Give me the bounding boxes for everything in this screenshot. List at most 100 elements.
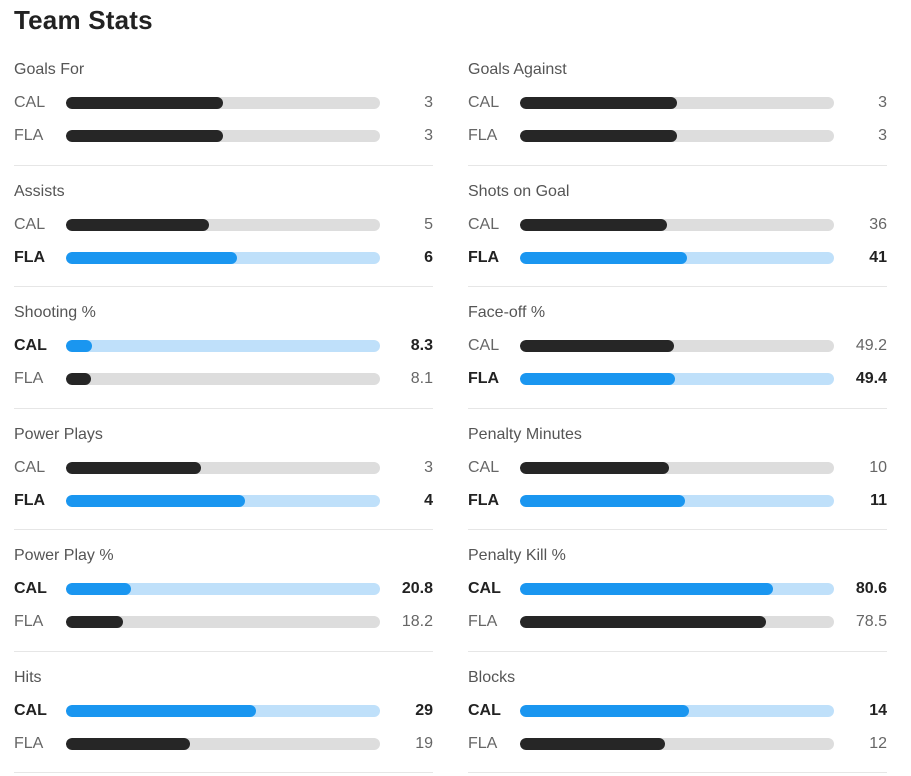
team-value: 3: [424, 127, 433, 144]
stat-block: Hits CAL 29 FLA 19: [14, 652, 433, 773]
stat-bar-track: [66, 616, 380, 628]
stat-bar-track: [520, 583, 834, 595]
team-row: CAL 8.3: [14, 336, 433, 356]
team-abbr: FLA: [468, 613, 498, 630]
stat-block: Shooting % CAL 8.3 FLA 8.1: [14, 287, 433, 409]
stat-bar-fill: [66, 583, 132, 595]
team-abbr: FLA: [468, 734, 498, 752]
team-row: CAL 5: [14, 215, 433, 235]
team-row: CAL 29: [14, 701, 433, 721]
stat-label: Goals For: [14, 61, 85, 78]
stat-block: Goals For CAL 3 FLA 3: [14, 44, 433, 166]
team-row: CAL 10: [468, 458, 887, 478]
team-value: 80.6: [855, 580, 887, 597]
stat-bar-fill: [520, 97, 677, 109]
stat-bar-fill: [520, 737, 666, 750]
team-row: CAL 36: [468, 215, 887, 235]
team-value: 14: [869, 701, 887, 719]
team-value: 6: [424, 248, 433, 266]
team-abbr: FLA: [14, 127, 44, 144]
team-value: 78.5: [855, 613, 887, 630]
stat-bar-track: [66, 583, 380, 595]
stat-bar-track: [520, 97, 834, 109]
team-abbr: CAL: [468, 94, 500, 111]
stats-grid: Goals For CAL 3 FLA 3 Goals Against CAL 3 FLA 3 As…: [14, 44, 887, 773]
team-value: 29: [415, 701, 433, 719]
stat-bar-fill: [520, 461, 670, 474]
stat-bar-fill: [520, 340, 675, 352]
stat-label: Hits: [14, 668, 42, 686]
stat-bar-fill: [520, 494, 685, 507]
team-value: 49.2: [855, 337, 887, 354]
stat-bar-track: [66, 97, 380, 109]
stat-label: Assists: [14, 182, 65, 200]
team-abbr: FLA: [14, 248, 46, 266]
stat-bar-track: [520, 704, 834, 717]
team-row: FLA 3: [468, 126, 887, 146]
stat-label: Penalty Minutes: [468, 425, 582, 443]
team-abbr: FLA: [14, 370, 44, 387]
team-row: FLA 78.5: [468, 612, 887, 632]
stat-bar-fill: [520, 251, 688, 264]
team-abbr: FLA: [468, 127, 498, 144]
team-abbr: CAL: [14, 215, 46, 233]
stat-bar-track: [520, 251, 834, 264]
team-abbr: CAL: [468, 458, 500, 476]
team-value: 41: [869, 248, 887, 266]
team-abbr: CAL: [468, 215, 500, 233]
team-row: FLA 6: [14, 248, 433, 268]
team-row: CAL 3: [14, 93, 433, 113]
stat-bar-fill: [66, 616, 124, 628]
stat-label: Power Plays: [14, 425, 103, 443]
stat-bar-track: [66, 494, 380, 507]
team-value: 10: [869, 458, 887, 476]
team-row: FLA 18.2: [14, 612, 433, 632]
stat-block: Penalty Minutes CAL 10 FLA 11: [468, 409, 887, 530]
stat-bar-fill: [66, 704, 256, 717]
stat-block: Penalty Kill % CAL 80.6 FLA 78.5: [468, 530, 887, 652]
stat-block: Assists CAL 5 FLA 6: [14, 166, 433, 287]
stat-bar-track: [66, 737, 380, 750]
team-row: CAL 3: [14, 458, 433, 478]
team-value: 12: [869, 734, 887, 752]
stat-bar-fill: [66, 461, 201, 474]
team-value: 8.1: [410, 370, 433, 387]
stat-block: Power Plays CAL 3 FLA 4: [14, 409, 433, 530]
stat-bar-fill: [520, 583, 774, 595]
team-abbr: CAL: [14, 701, 47, 719]
team-abbr: CAL: [468, 701, 501, 719]
stat-bar-fill: [66, 373, 92, 385]
stat-bar-track: [66, 251, 380, 264]
team-value: 36: [869, 215, 887, 233]
stat-bar-fill: [520, 616, 767, 628]
team-row: CAL 3: [468, 93, 887, 113]
team-row: FLA 3: [14, 126, 433, 146]
stat-bar-track: [520, 737, 834, 750]
stat-bar-fill: [66, 218, 209, 231]
team-row: FLA 8.1: [14, 369, 433, 389]
stat-bar-fill: [66, 494, 246, 507]
stat-bar-track: [520, 130, 834, 142]
stat-bar-fill: [520, 704, 689, 717]
team-value: 4: [424, 491, 433, 509]
team-value: 3: [878, 127, 887, 144]
stat-bar-track: [520, 616, 834, 628]
stat-bar-track: [66, 373, 380, 385]
team-abbr: FLA: [468, 491, 500, 509]
team-abbr: CAL: [14, 458, 46, 476]
team-abbr: FLA: [14, 734, 44, 752]
team-row: CAL 80.6: [468, 579, 887, 599]
stat-bar-fill: [66, 340, 93, 352]
team-abbr: CAL: [14, 94, 46, 111]
team-row: FLA 12: [468, 734, 887, 754]
stat-bar-fill: [66, 97, 223, 109]
stat-block: Face-off % CAL 49.2 FLA 49.4: [468, 287, 887, 409]
team-row: CAL 49.2: [468, 336, 887, 356]
team-row: FLA 4: [14, 491, 433, 511]
stat-bar-fill: [66, 130, 223, 142]
stat-label: Shooting %: [14, 304, 96, 321]
stat-bar-track: [520, 340, 834, 352]
stat-bar-fill: [66, 737, 191, 750]
stat-label: Shots on Goal: [468, 182, 570, 200]
